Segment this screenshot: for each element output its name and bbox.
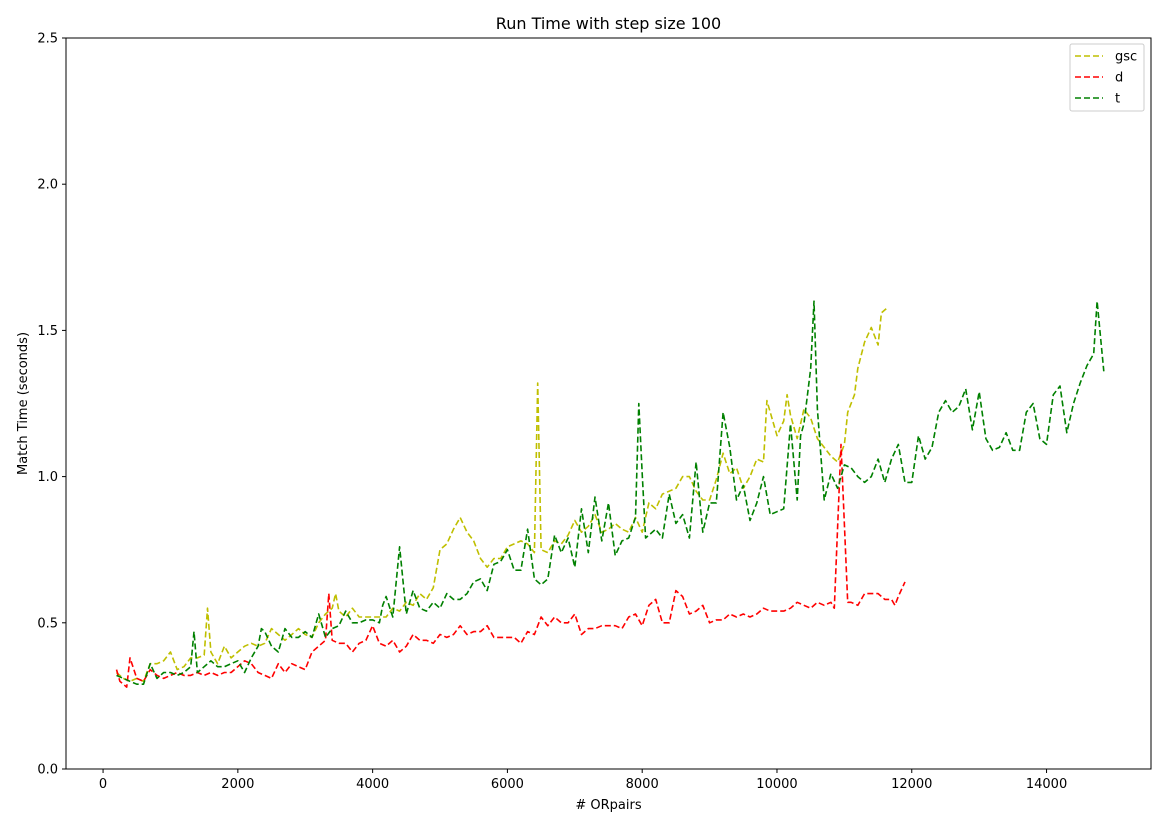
x-tick-label: 8000 (626, 777, 659, 792)
x-tick-label: 4000 (356, 777, 389, 792)
y-tick-label: 0.5 (37, 616, 58, 631)
y-tick-label: 2.0 (37, 178, 58, 193)
series-layer (115, 300, 1105, 688)
legend-box (1069, 43, 1145, 112)
legend-label-d: d (1115, 71, 1123, 86)
y-tick-label: 1.0 (37, 470, 58, 485)
x-tick-label: 6000 (491, 777, 524, 792)
series-line-gsc (115, 306, 889, 683)
x-axis-label: # ORpairs (575, 798, 641, 813)
y-axis-label: Match Time (seconds) (16, 332, 31, 475)
y-tick-label: 0.0 (37, 763, 58, 778)
legend-label-gsc: gsc (1115, 50, 1137, 65)
chart-title: Run Time with step size 100 (496, 14, 721, 33)
x-tick-label: 2000 (221, 777, 254, 792)
y-axis: 0.0 0.5 1.0 1.5 2.0 2.5 (37, 32, 66, 778)
series-line-t (116, 300, 1105, 686)
y-tick-label: 2.5 (37, 32, 58, 47)
axes-frame (65, 37, 1152, 770)
x-tick-label: 0 (99, 777, 107, 792)
legend-label-t: t (1115, 92, 1120, 107)
series-line-d (115, 443, 906, 688)
x-tick-label: 14000 (1026, 777, 1067, 792)
legend: gsc dt (1069, 43, 1145, 112)
y-tick-label: 1.5 (37, 324, 58, 339)
x-axis: 0 2000 4000 6000 8000 10000 12000 14000 (99, 769, 1067, 792)
x-tick-label: 12000 (891, 777, 932, 792)
x-tick-label: 10000 (756, 777, 797, 792)
